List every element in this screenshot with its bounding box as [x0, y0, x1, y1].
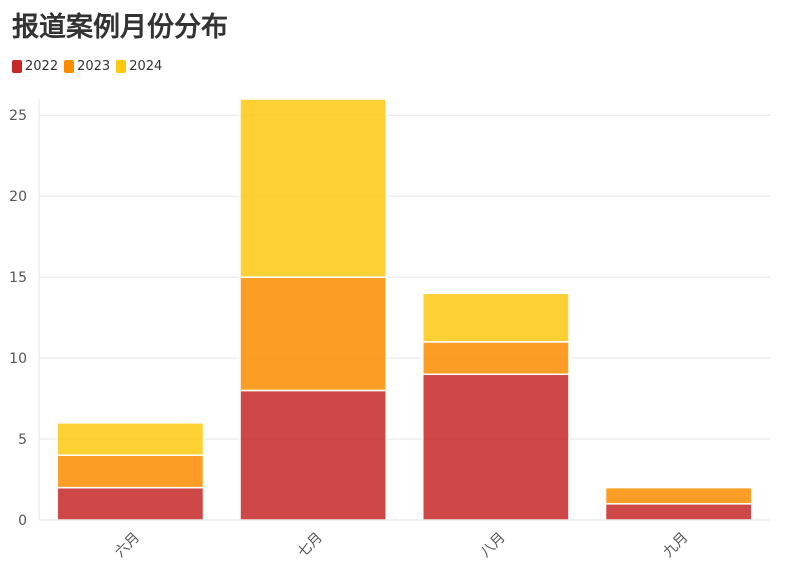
y-tick-label: 5 [18, 432, 27, 448]
legend-label-2024: 2024 [129, 59, 163, 74]
x-tick-label: 九月 [660, 530, 691, 561]
x-tick-label: 八月 [477, 530, 508, 561]
bar-2022-1 [239, 389, 387, 521]
bar-2024-2 [422, 292, 570, 343]
x-tick-label: 六月 [112, 530, 143, 561]
bar-2023-2 [422, 341, 570, 376]
chart-title: 报道案例月份分布 [12, 12, 228, 43]
legend-item-2024[interactable]: 2024 [116, 59, 162, 74]
y-tick-label: 0 [18, 513, 27, 529]
bar-2022-0 [56, 486, 205, 521]
bar-2023-0 [56, 454, 205, 489]
bar-2024-0 [56, 422, 205, 456]
bar-2024-1 [239, 98, 387, 278]
legend-swatch-2023 [64, 60, 75, 73]
bar-2023-1 [239, 276, 387, 392]
y-tick-label: 20 [9, 189, 27, 205]
legend-swatch-2024 [116, 60, 127, 73]
y-tick-label: 10 [9, 351, 27, 367]
legend-swatch-2022 [12, 60, 22, 73]
y-tick-label: 25 [9, 108, 27, 124]
bar-2023-3 [604, 486, 753, 505]
y-tick-label: 15 [9, 270, 27, 286]
x-tick-label: 七月 [295, 530, 326, 561]
legend-label-2023: 2023 [77, 59, 111, 74]
legend-item-2022[interactable]: 2022 [12, 59, 58, 74]
bar-2022-2 [422, 373, 570, 521]
legend: 2022 2023 2024 [12, 59, 162, 74]
legend-label-2022: 2022 [25, 59, 59, 74]
bar-2022-3 [604, 503, 753, 521]
legend-item-2023[interactable]: 2023 [64, 59, 110, 74]
